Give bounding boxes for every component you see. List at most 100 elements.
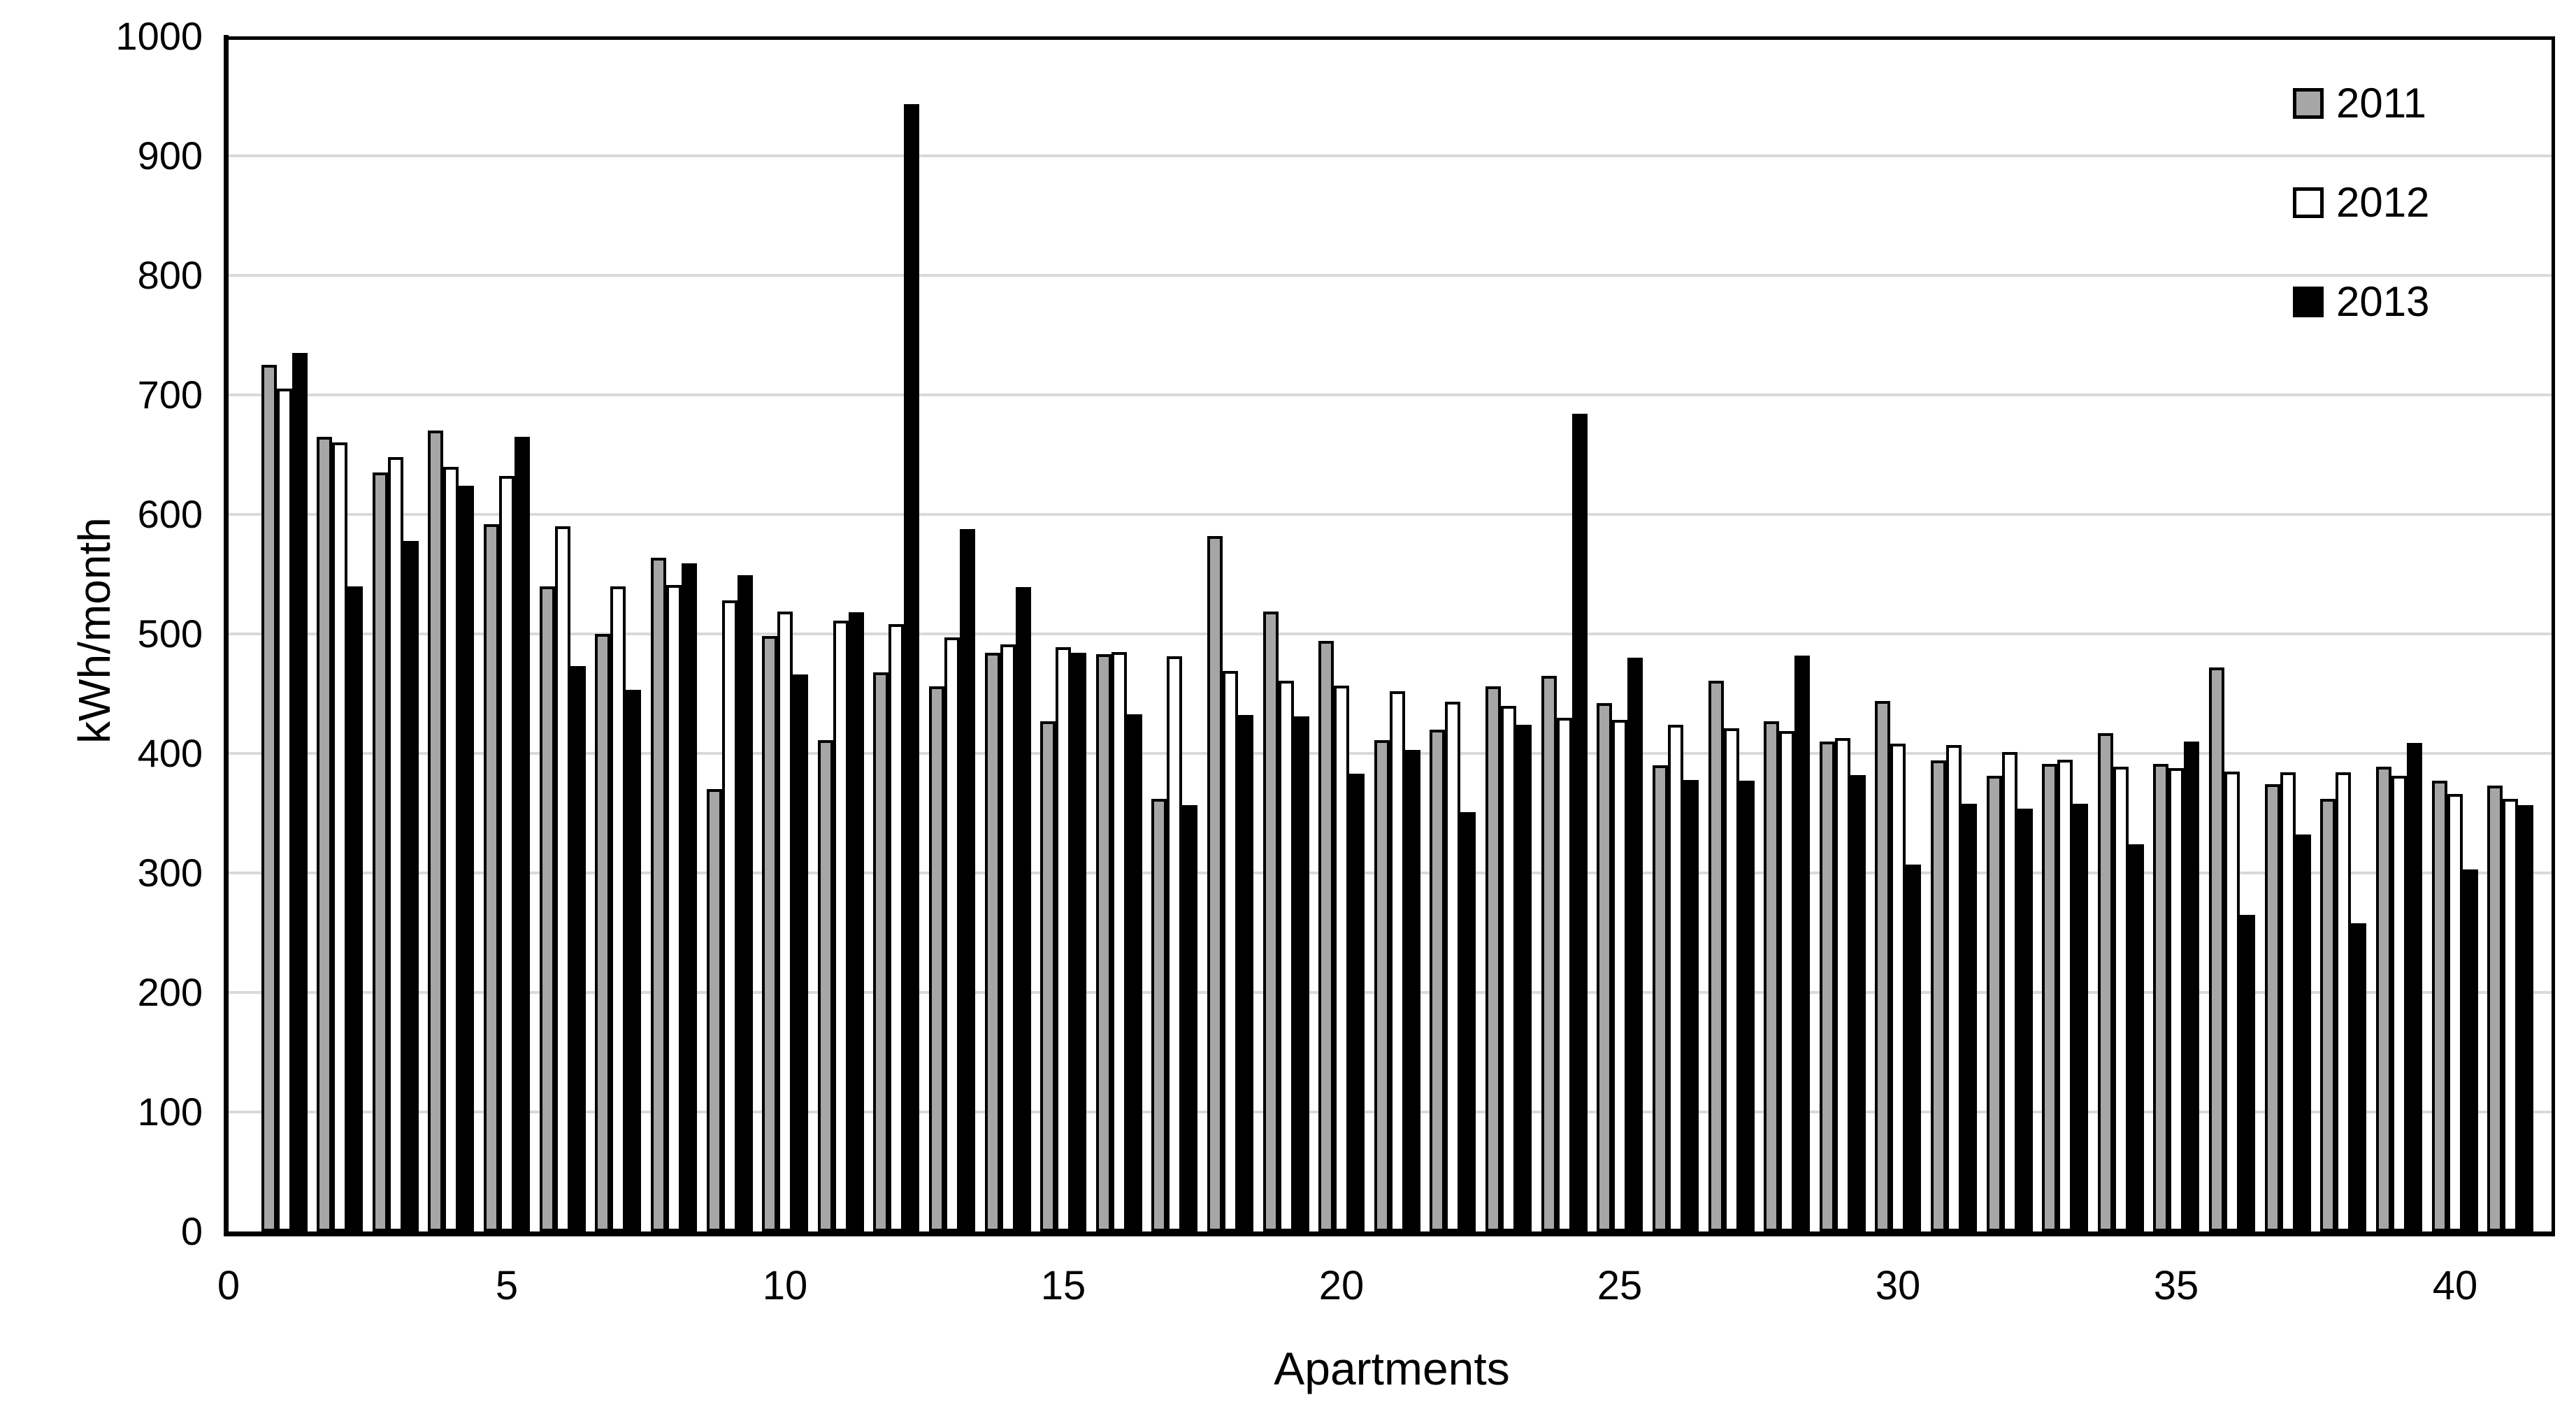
bar-2013-apt27 xyxy=(1739,781,1755,1231)
x-tick-label-10: 10 xyxy=(762,1263,808,1308)
bar-2013-apt21 xyxy=(1405,750,1420,1231)
legend-swatch-2012-icon xyxy=(2293,187,2324,218)
y-tick-label-200: 200 xyxy=(137,970,203,1014)
bar-2013-apt1 xyxy=(292,353,308,1231)
bar-2013-apt35 xyxy=(2184,742,2199,1231)
bar-2012-apt6 xyxy=(555,526,570,1231)
bar-2012-apt34 xyxy=(2113,767,2129,1231)
bar-2012-apt1 xyxy=(277,389,292,1231)
bar-2011-apt2 xyxy=(317,437,332,1231)
bar-2011-apt6 xyxy=(540,586,555,1231)
bar-2012-apt21 xyxy=(1390,691,1405,1231)
bar-2011-apt26 xyxy=(1653,765,1668,1231)
gridline-500 xyxy=(229,633,2555,635)
bar-2011-apt17 xyxy=(1151,799,1167,1231)
bar-2011-apt4 xyxy=(428,431,443,1231)
y-tick-label-1000: 1000 xyxy=(115,14,203,58)
gridline-600 xyxy=(229,513,2555,516)
bar-2011-apt25 xyxy=(1597,703,1612,1231)
bar-2011-apt29 xyxy=(1820,742,1835,1231)
bar-2012-apt24 xyxy=(1557,718,1572,1231)
bar-2011-apt27 xyxy=(1708,681,1724,1231)
bar-2011-apt24 xyxy=(1541,676,1557,1231)
bar-2011-apt31 xyxy=(1931,760,1946,1231)
y-axis-line xyxy=(224,35,229,1236)
bar-2011-apt36 xyxy=(2209,667,2224,1231)
bar-2012-apt5 xyxy=(499,476,515,1231)
legend-label-2012: 2012 xyxy=(2336,179,2430,226)
bar-2012-apt10 xyxy=(777,612,793,1231)
bar-2013-apt6 xyxy=(570,666,586,1231)
bar-2012-apt7 xyxy=(610,586,626,1231)
y-tick-label-100: 100 xyxy=(137,1090,203,1134)
legend: 2011 2012 2013 xyxy=(2293,82,2429,380)
bar-2011-apt37 xyxy=(2265,784,2280,1231)
bar-2013-apt33 xyxy=(2073,804,2088,1231)
bar-2012-apt13 xyxy=(944,637,960,1231)
gridline-900 xyxy=(229,154,2555,157)
bar-2013-apt7 xyxy=(626,690,641,1231)
bar-2013-apt30 xyxy=(1906,865,1921,1231)
bar-2013-apt31 xyxy=(1962,804,1977,1231)
bar-2013-apt11 xyxy=(849,612,864,1231)
legend-item-2013: 2013 xyxy=(2293,281,2429,323)
bar-2012-apt39 xyxy=(2391,776,2407,1231)
x-tick-label-20: 20 xyxy=(1318,1263,1365,1308)
bar-2012-apt41 xyxy=(2503,799,2518,1231)
bar-2013-apt17 xyxy=(1182,805,1197,1231)
bar-2012-apt40 xyxy=(2447,794,2463,1231)
bar-2011-apt38 xyxy=(2320,799,2336,1231)
bar-2012-apt37 xyxy=(2280,772,2296,1231)
bar-2011-apt14 xyxy=(985,653,1000,1231)
bar-2011-apt15 xyxy=(1040,721,1056,1231)
bar-2013-apt18 xyxy=(1238,715,1253,1231)
bar-2013-apt12 xyxy=(904,104,919,1231)
bar-2012-apt15 xyxy=(1056,647,1071,1231)
bar-2011-apt34 xyxy=(2098,733,2113,1231)
bar-2013-apt9 xyxy=(737,575,753,1231)
legend-label-2013: 2013 xyxy=(2336,278,2430,325)
bar-2011-apt18 xyxy=(1207,536,1223,1231)
bar-2011-apt12 xyxy=(873,672,888,1231)
bar-2013-apt32 xyxy=(2017,809,2033,1231)
gridline-800 xyxy=(229,274,2555,277)
bar-2012-apt2 xyxy=(332,442,347,1231)
bar-2013-apt2 xyxy=(347,586,363,1231)
bar-2012-apt22 xyxy=(1445,702,1460,1231)
bar-2012-apt23 xyxy=(1501,706,1516,1231)
legend-item-2011: 2011 xyxy=(2293,82,2429,124)
bar-2012-apt31 xyxy=(1946,745,1962,1231)
bar-2011-apt1 xyxy=(261,365,277,1231)
bar-2011-apt13 xyxy=(929,686,944,1231)
x-tick-label-25: 25 xyxy=(1597,1263,1643,1308)
bar-2011-apt5 xyxy=(484,524,499,1231)
bar-2013-apt40 xyxy=(2463,869,2478,1231)
legend-swatch-2013-icon xyxy=(2293,287,2324,317)
bar-2012-apt30 xyxy=(1890,744,1906,1231)
bar-2011-apt23 xyxy=(1485,686,1501,1231)
bar-2012-apt29 xyxy=(1835,738,1850,1231)
bar-2011-apt32 xyxy=(1987,776,2002,1231)
y-tick-label-500: 500 xyxy=(137,612,203,656)
bar-2013-apt23 xyxy=(1516,725,1532,1231)
bar-2013-apt39 xyxy=(2407,743,2422,1231)
bar-2011-apt3 xyxy=(373,472,388,1231)
bar-2013-apt14 xyxy=(1016,587,1031,1231)
bar-2013-apt16 xyxy=(1127,714,1142,1231)
bar-2012-apt35 xyxy=(2168,768,2184,1231)
y-tick-label-600: 600 xyxy=(137,492,203,536)
bar-2011-apt10 xyxy=(762,636,777,1231)
bar-2013-apt28 xyxy=(1794,656,1810,1231)
bar-2011-apt39 xyxy=(2376,767,2391,1231)
bar-2012-apt16 xyxy=(1111,652,1127,1231)
bar-2011-apt16 xyxy=(1096,654,1111,1231)
bar-2011-apt40 xyxy=(2432,781,2447,1231)
y-tick-label-900: 900 xyxy=(137,133,203,178)
bar-2012-apt28 xyxy=(1779,731,1794,1231)
bar-2013-apt20 xyxy=(1349,774,1365,1231)
y-tick-label-300: 300 xyxy=(137,851,203,895)
bar-2011-apt7 xyxy=(595,634,610,1231)
bar-2013-apt24 xyxy=(1572,414,1588,1231)
x-tick-label-0: 0 xyxy=(217,1263,240,1308)
bar-2012-apt12 xyxy=(888,624,904,1231)
